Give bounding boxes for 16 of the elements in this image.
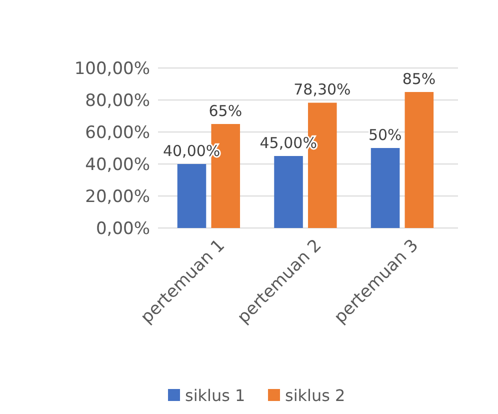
y-tick-label: 0,00% (96, 218, 150, 239)
legend-label: siklus 1 (185, 386, 246, 405)
bar (274, 156, 303, 228)
data-label: 50% (368, 126, 402, 144)
data-label: 78,30% (294, 80, 351, 99)
y-tick-label: 100,00% (74, 58, 150, 79)
y-tick-label: 40,00% (85, 154, 150, 175)
bar (370, 148, 400, 228)
y-tick-label: 60,00% (85, 122, 150, 143)
bar (177, 164, 206, 228)
legend-label: siklus 2 (285, 386, 346, 405)
y-tick-label: 20,00% (85, 186, 150, 207)
data-label: 65% (208, 102, 242, 120)
bar (404, 92, 434, 228)
data-label: 85% (402, 70, 436, 88)
y-tick-label: 80,00% (85, 90, 150, 111)
